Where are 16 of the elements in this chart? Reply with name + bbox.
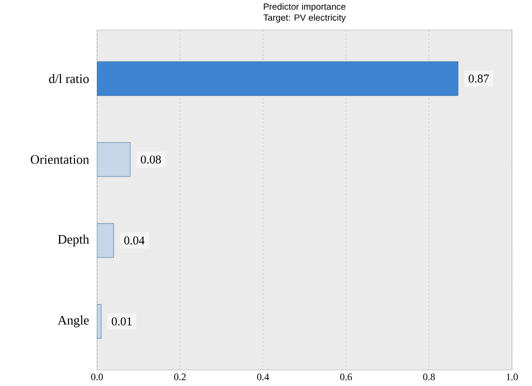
x-tick-label: 0.8 (423, 374, 435, 380)
data-label: 0.04 (124, 236, 145, 245)
chart-title: Predictor importance (264, 3, 346, 12)
x-tick-label: 1.0 (506, 374, 518, 380)
x-tick-label: 0.0 (91, 374, 103, 380)
y-tick-label: d/l ratio (49, 74, 89, 84)
data-label: 0.87 (468, 74, 489, 83)
y-tick-label: Angle (58, 316, 89, 328)
data-label: 0.08 (140, 155, 161, 164)
chart-subtitle: Target: PV electricity (263, 14, 346, 23)
x-tick-label: 0.6 (340, 374, 352, 380)
y-tick-label: Depth (58, 234, 90, 246)
y-tick-label: Orientation (30, 155, 90, 164)
x-tick-label: 0.2 (174, 374, 186, 380)
data-label: 0.01 (112, 317, 132, 326)
x-tick-label: 0.4 (257, 374, 270, 380)
